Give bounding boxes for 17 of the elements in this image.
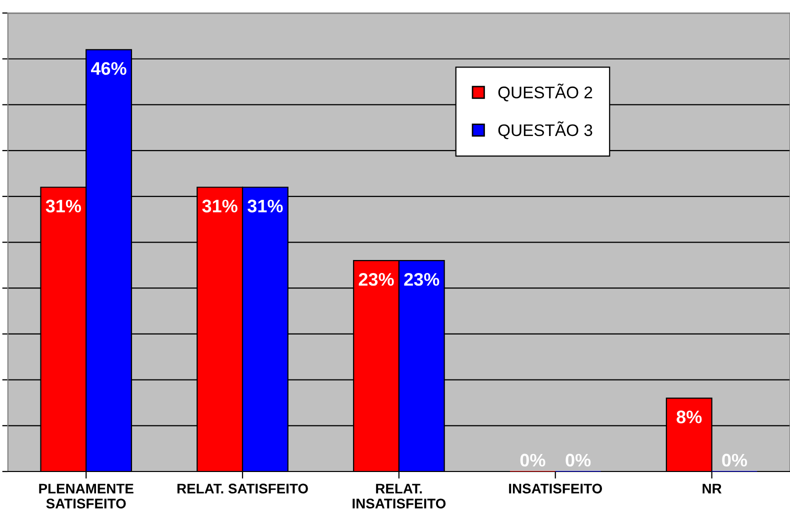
data-label: 23% [404,273,440,286]
x-tick-label: RELAT. SATISFEITO [177,484,308,494]
x-tick-label: NR [702,484,722,494]
data-label: 0% [566,454,591,467]
data-label: 0% [520,454,546,467]
data-label: 31% [248,200,283,212]
data-label: 23% [358,273,394,286]
legend-label: QUESTÃO 3 [498,121,592,140]
data-label: 46% [90,62,126,75]
data-label: 31% [202,200,238,212]
x-tick-label: RELAT. INSATISFEITO [352,484,446,508]
x-tick-label: INSATISFEITO [509,484,602,494]
x-tick-label: PLENAMENTE SATISFEITO [39,484,134,508]
data-label: 0% [722,454,748,467]
legend-label: QUESTÃO 2 [498,84,592,102]
data-label: 31% [46,200,82,212]
data-label: 8% [676,410,702,424]
